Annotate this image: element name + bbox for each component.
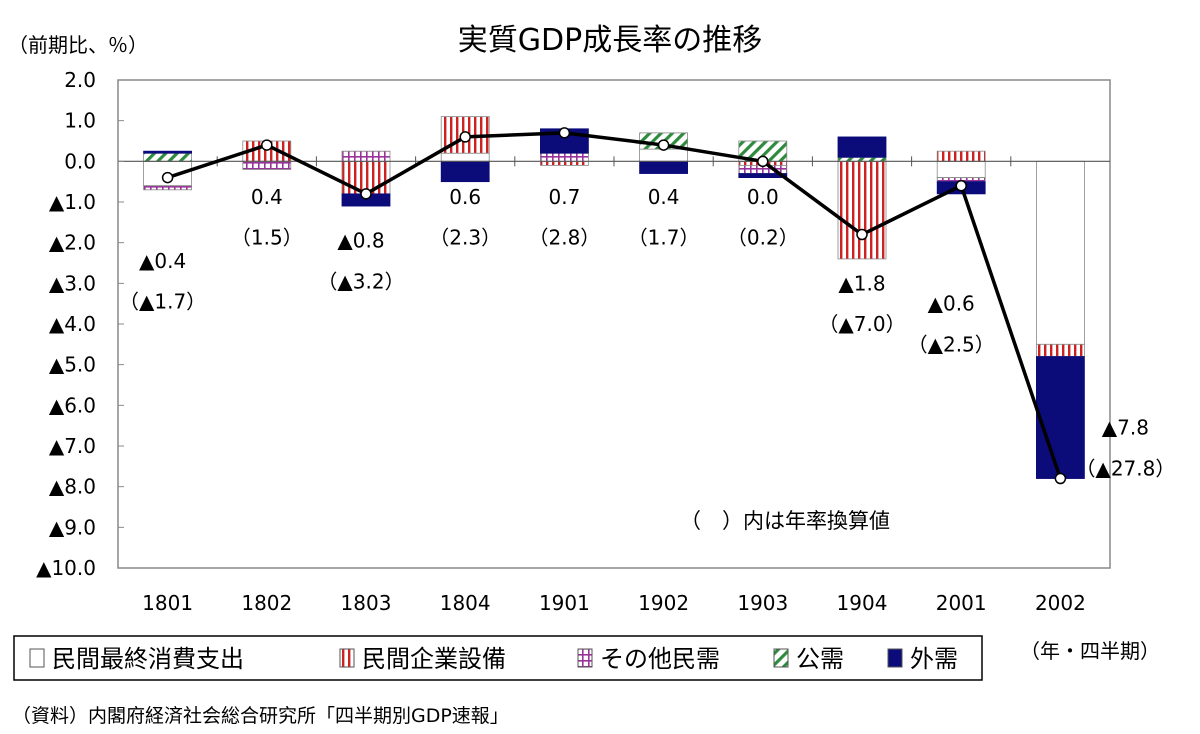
y-tick-label: ▲9.0 (49, 515, 96, 539)
x-category-label: 1904 (837, 591, 888, 615)
plot-area: ▲0.4 （▲1.7） 0.4 （1.5） ▲0.8 （▲3.2） 0.6 （2.3） 0.7 （… (117, 79, 1175, 569)
bar-segment (1036, 343, 1085, 357)
bar-segment (341, 150, 391, 162)
bar-segment (440, 152, 490, 162)
gdp-line-point (757, 155, 769, 168)
y-tick-label: ▲3.0 (49, 271, 96, 295)
legend-swatch (577, 648, 593, 668)
bar-segment (540, 152, 589, 162)
legend: 民間最終消費支出 民間企業設備 その他民需 公需 外需 (13, 635, 983, 681)
bar-segment (837, 160, 887, 260)
data-label-annual-rate: （1.5） (231, 226, 303, 250)
gdp-line-point (955, 179, 967, 192)
bar-segment (440, 160, 490, 183)
data-label-value: ▲0.6 (928, 292, 975, 316)
y-axis-unit-label: （前期比、％） (8, 33, 148, 57)
data-label-annual-rate: （2.8） (528, 226, 600, 250)
bar-segment (242, 160, 292, 170)
data-label-value: ▲0.8 (337, 229, 384, 253)
bar-segment (143, 150, 193, 154)
gdp-line-layer (161, 127, 1067, 485)
data-label-annual-rate: （▲1.7） (119, 290, 206, 314)
x-category-label: 1804 (440, 591, 491, 615)
bar-segment (540, 160, 589, 166)
gdp-line-point (856, 228, 868, 241)
data-label-value: 0.4 (648, 185, 680, 209)
gdp-line-point (360, 188, 372, 200)
x-category-label: 1803 (341, 591, 392, 615)
data-label-annual-rate: （0.2） (727, 226, 799, 250)
chart-title: 実質GDP成長率の推移 (458, 23, 762, 58)
x-axis-unit-label: （年・四半期） (1020, 639, 1160, 663)
x-category-label: 1902 (638, 591, 689, 615)
y-tick-label: ▲5.0 (49, 353, 96, 377)
data-label-value: ▲7.8 (1102, 416, 1149, 440)
data-label-value: 0.0 (747, 185, 779, 209)
legend-label: 外需 (910, 645, 958, 673)
legend-label: 民間企業設備 (362, 645, 506, 673)
y-tick-label: 1.0 (64, 109, 96, 133)
data-label-value: ▲1.8 (838, 271, 885, 295)
bar-segment (1036, 356, 1085, 479)
y-tick-label: ▲6.0 (49, 393, 96, 417)
gdp-line-point (657, 139, 670, 151)
data-label-value: ▲0.4 (139, 249, 186, 273)
bar-segment (837, 136, 887, 158)
legend-swatch (887, 648, 903, 668)
data-label-value: 0.7 (548, 185, 580, 209)
data-label-annual-rate: （▲7.0） (818, 312, 905, 336)
gdp-line-point (161, 171, 174, 184)
bar-segment (936, 160, 986, 178)
gdp-line-point (459, 131, 471, 143)
bar-segment (936, 150, 986, 162)
data-label-value: 0.6 (449, 185, 481, 209)
legend-items: 民間最終消費支出 民間企業設備 その他民需 公需 外需 (29, 645, 958, 673)
x-category-label: 1903 (737, 591, 788, 615)
data-label-annual-rate: （2.3） (429, 226, 501, 250)
y-tick-label: 2.0 (64, 68, 96, 92)
x-category-label: 1801 (142, 591, 193, 615)
bar-segment (143, 185, 193, 191)
y-tick-label: ▲1.0 (49, 190, 96, 214)
bar-segment (738, 173, 788, 179)
gdp-line-point (558, 127, 571, 139)
gdp-line-point (1054, 472, 1067, 485)
data-label-annual-rate: （▲27.8） (1075, 456, 1175, 480)
data-label-annual-rate: （1.7） (628, 226, 700, 250)
y-tick-label: ▲8.0 (49, 475, 96, 499)
legend-swatch (29, 648, 45, 668)
data-label-annual-rate: （▲3.2） (317, 269, 404, 293)
bar-segment (143, 152, 193, 162)
legend-label: 民間最終消費支出 (52, 645, 244, 673)
source-note: （資料）内閣府経済社会総合研究所「四半期別GDP速報」 (12, 705, 509, 727)
annual-rate-note: （ ）内は年率換算値 (680, 509, 890, 533)
legend-label: 公需 (796, 645, 844, 673)
y-tick-label: ▲2.0 (49, 231, 96, 255)
data-label-annual-rate: （▲2.5） (908, 332, 995, 356)
legend-label: その他民需 (600, 645, 720, 673)
gdp-growth-line (167, 131, 1063, 480)
bar-segment (1036, 160, 1085, 345)
y-tick-label: 0.0 (64, 149, 96, 173)
y-tick-label: ▲10.0 (36, 556, 96, 580)
y-tick-marks (118, 79, 1012, 569)
legend-frame (13, 635, 983, 681)
x-category-label: 1901 (539, 591, 590, 615)
bar-segment (639, 148, 688, 162)
x-category-labels: 1801 1802 1803 1804 1901 1902 1903 1904 2001 2002 (142, 591, 1086, 615)
legend-swatch (339, 648, 355, 668)
y-tick-label: ▲4.0 (49, 312, 96, 336)
x-category-label: 2001 (936, 591, 987, 615)
data-labels-layer: ▲0.4 （▲1.7） 0.4 （1.5） ▲0.8 （▲3.2） 0.6 （2.3） 0.7 （… (119, 185, 1175, 480)
bar-segment (837, 156, 887, 162)
gdp-line-point (261, 139, 273, 151)
bar-segment (639, 160, 688, 174)
data-label-value: 0.4 (251, 185, 283, 209)
x-category-label: 1802 (241, 591, 292, 615)
legend-swatch (773, 648, 789, 668)
x-category-label: 2002 (1035, 591, 1086, 615)
y-tick-labels: 2.0 1.0 0.0 ▲1.0 ▲2.0 ▲3.0 ▲4.0 ▲5.0 ▲6.0 ▲7.0 ▲8.… (36, 68, 96, 580)
y-tick-label: ▲7.0 (49, 434, 96, 458)
